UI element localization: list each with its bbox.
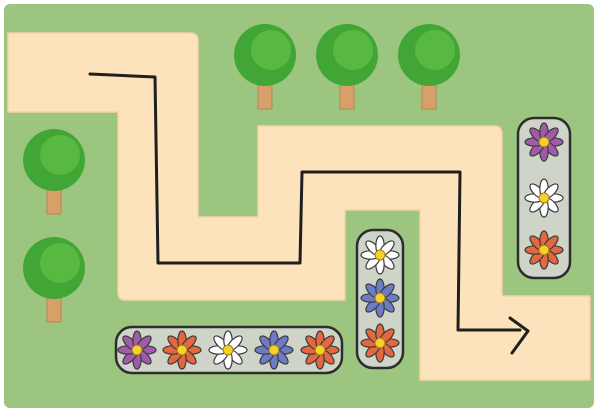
flower-center xyxy=(222,344,234,356)
flower-center xyxy=(131,344,143,356)
tree-icon xyxy=(234,24,296,110)
flower-center xyxy=(176,344,188,356)
right-planter xyxy=(516,116,572,280)
path-layer xyxy=(7,32,591,381)
flower-icon xyxy=(360,323,400,363)
tree-highlight xyxy=(40,135,80,175)
flower-icon xyxy=(300,330,340,370)
flower-icon xyxy=(360,235,400,275)
flower-center xyxy=(314,344,326,356)
flower-icon xyxy=(254,330,294,370)
tree-icon xyxy=(23,129,85,215)
trees-layer xyxy=(23,24,460,323)
flower-center xyxy=(538,244,550,256)
winding-path xyxy=(7,32,591,381)
tree-highlight xyxy=(251,30,291,70)
tree-icon xyxy=(316,24,378,110)
flower-icon xyxy=(524,122,564,162)
flower-icon xyxy=(360,278,400,318)
tree-icon xyxy=(23,237,85,323)
tree-highlight xyxy=(333,30,373,70)
route-layer xyxy=(88,72,530,355)
flower-center xyxy=(374,337,386,349)
middle-planter xyxy=(355,228,405,370)
flower-center xyxy=(538,136,550,148)
flower-center xyxy=(374,292,386,304)
tree-icon xyxy=(398,24,460,110)
planters-layer xyxy=(114,116,572,375)
route-arrow-head xyxy=(508,316,530,355)
flower-icon xyxy=(524,230,564,270)
route-line xyxy=(88,72,522,332)
flower-icon xyxy=(208,330,248,370)
flower-icon xyxy=(117,330,157,370)
flower-center xyxy=(268,344,280,356)
flower-center xyxy=(374,249,386,261)
flower-center xyxy=(538,192,550,204)
flower-icon xyxy=(162,330,202,370)
tree-highlight xyxy=(415,30,455,70)
flower-icon xyxy=(524,178,564,218)
bottom-planter xyxy=(114,325,344,375)
tree-highlight xyxy=(40,243,80,283)
